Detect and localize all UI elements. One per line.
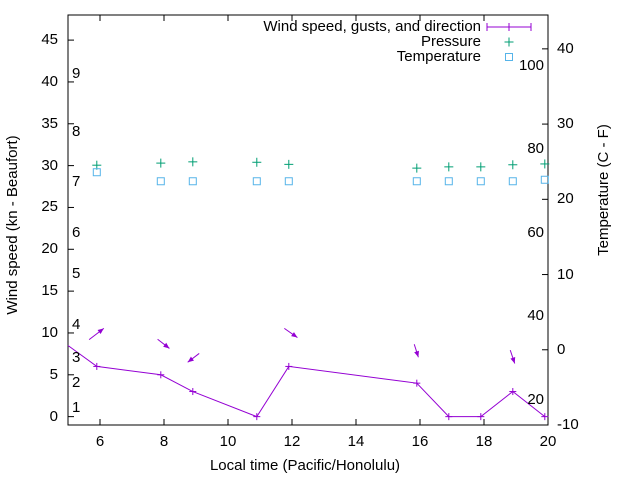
- fahrenheit-label: 80: [527, 140, 544, 158]
- celsius-tick-label: 40: [557, 39, 574, 57]
- temperature-marker: [412, 177, 421, 186]
- right-axis-title: Temperature (C - F): [595, 124, 612, 256]
- fahrenheit-label: 60: [527, 223, 544, 241]
- celsius-tick-label: -10: [557, 416, 579, 433]
- wind-direction-arrowhead: [510, 357, 516, 364]
- beaufort-label: 8: [72, 123, 81, 141]
- x-tick-label: 12: [283, 433, 301, 450]
- temperature-marker: [508, 177, 517, 186]
- beaufort-label: 4: [72, 315, 81, 333]
- kn-tick-label: 15: [41, 282, 58, 300]
- kn-tick-label: 5: [49, 365, 58, 383]
- temperature-marker: [476, 177, 485, 186]
- legend-item-label: Wind speed, gusts, and direction: [263, 18, 481, 35]
- wind-series-line: [67, 345, 546, 418]
- x-tick-label: 14: [347, 433, 365, 450]
- wind-direction-arrowhead: [163, 342, 170, 349]
- celsius-tick-label: 10: [557, 265, 574, 283]
- kn-tick-label: 0: [49, 407, 58, 425]
- kn-tick-label: 35: [41, 114, 58, 132]
- wind-direction-arrowhead: [291, 332, 298, 338]
- beaufort-label: 9: [72, 64, 81, 82]
- legend-item-label: Temperature: [396, 48, 481, 65]
- x-tick-label: 18: [475, 433, 493, 450]
- beaufort-label: 2: [72, 374, 81, 392]
- x-tick-label: 20: [539, 433, 557, 450]
- x-tick-label: 10: [219, 433, 237, 450]
- wind-direction-arrowhead: [97, 328, 104, 334]
- x-tick-label: 6: [95, 433, 105, 450]
- fahrenheit-label: 20: [527, 390, 544, 408]
- kn-tick-label: 10: [41, 323, 58, 341]
- beaufort-label: 3: [72, 349, 81, 367]
- x-axis-title: Local time (Pacific/Honolulu): [209, 457, 401, 474]
- beaufort-label: 1: [72, 399, 81, 417]
- temperature-marker: [284, 177, 293, 186]
- x-tick-label: 8: [159, 433, 169, 450]
- temperature-marker: [156, 177, 165, 186]
- x-tick-label: 16: [411, 433, 429, 450]
- wind-direction-arrowhead: [187, 356, 194, 363]
- fahrenheit-label: 100: [518, 56, 544, 74]
- kn-tick-label: 30: [41, 156, 58, 174]
- plot-border: [67, 14, 549, 426]
- legend-item-label: Pressure: [420, 33, 481, 50]
- temperature-marker: [444, 177, 453, 186]
- beaufort-label: 5: [72, 265, 81, 283]
- celsius-tick-label: 0: [557, 340, 566, 358]
- temperature-marker: [188, 177, 197, 186]
- kn-tick-label: 20: [41, 240, 58, 258]
- celsius-tick-label: 30: [557, 115, 574, 133]
- kn-tick-label: 45: [41, 31, 58, 49]
- kn-tick-label: 25: [41, 198, 58, 216]
- wind-direction-arrowhead: [414, 350, 419, 358]
- temperature-marker: [540, 175, 549, 184]
- fahrenheit-label: 40: [527, 307, 544, 325]
- beaufort-label: 7: [72, 173, 81, 191]
- legend-sample-square: [505, 53, 513, 61]
- beaufort-label: 6: [72, 223, 81, 241]
- temperature-marker: [252, 177, 261, 186]
- celsius-tick-label: 20: [557, 190, 574, 208]
- left-axis-title: Wind speed (kn - Beaufort): [4, 135, 21, 315]
- kn-tick-label: 40: [41, 72, 58, 90]
- temperature-marker: [92, 168, 101, 177]
